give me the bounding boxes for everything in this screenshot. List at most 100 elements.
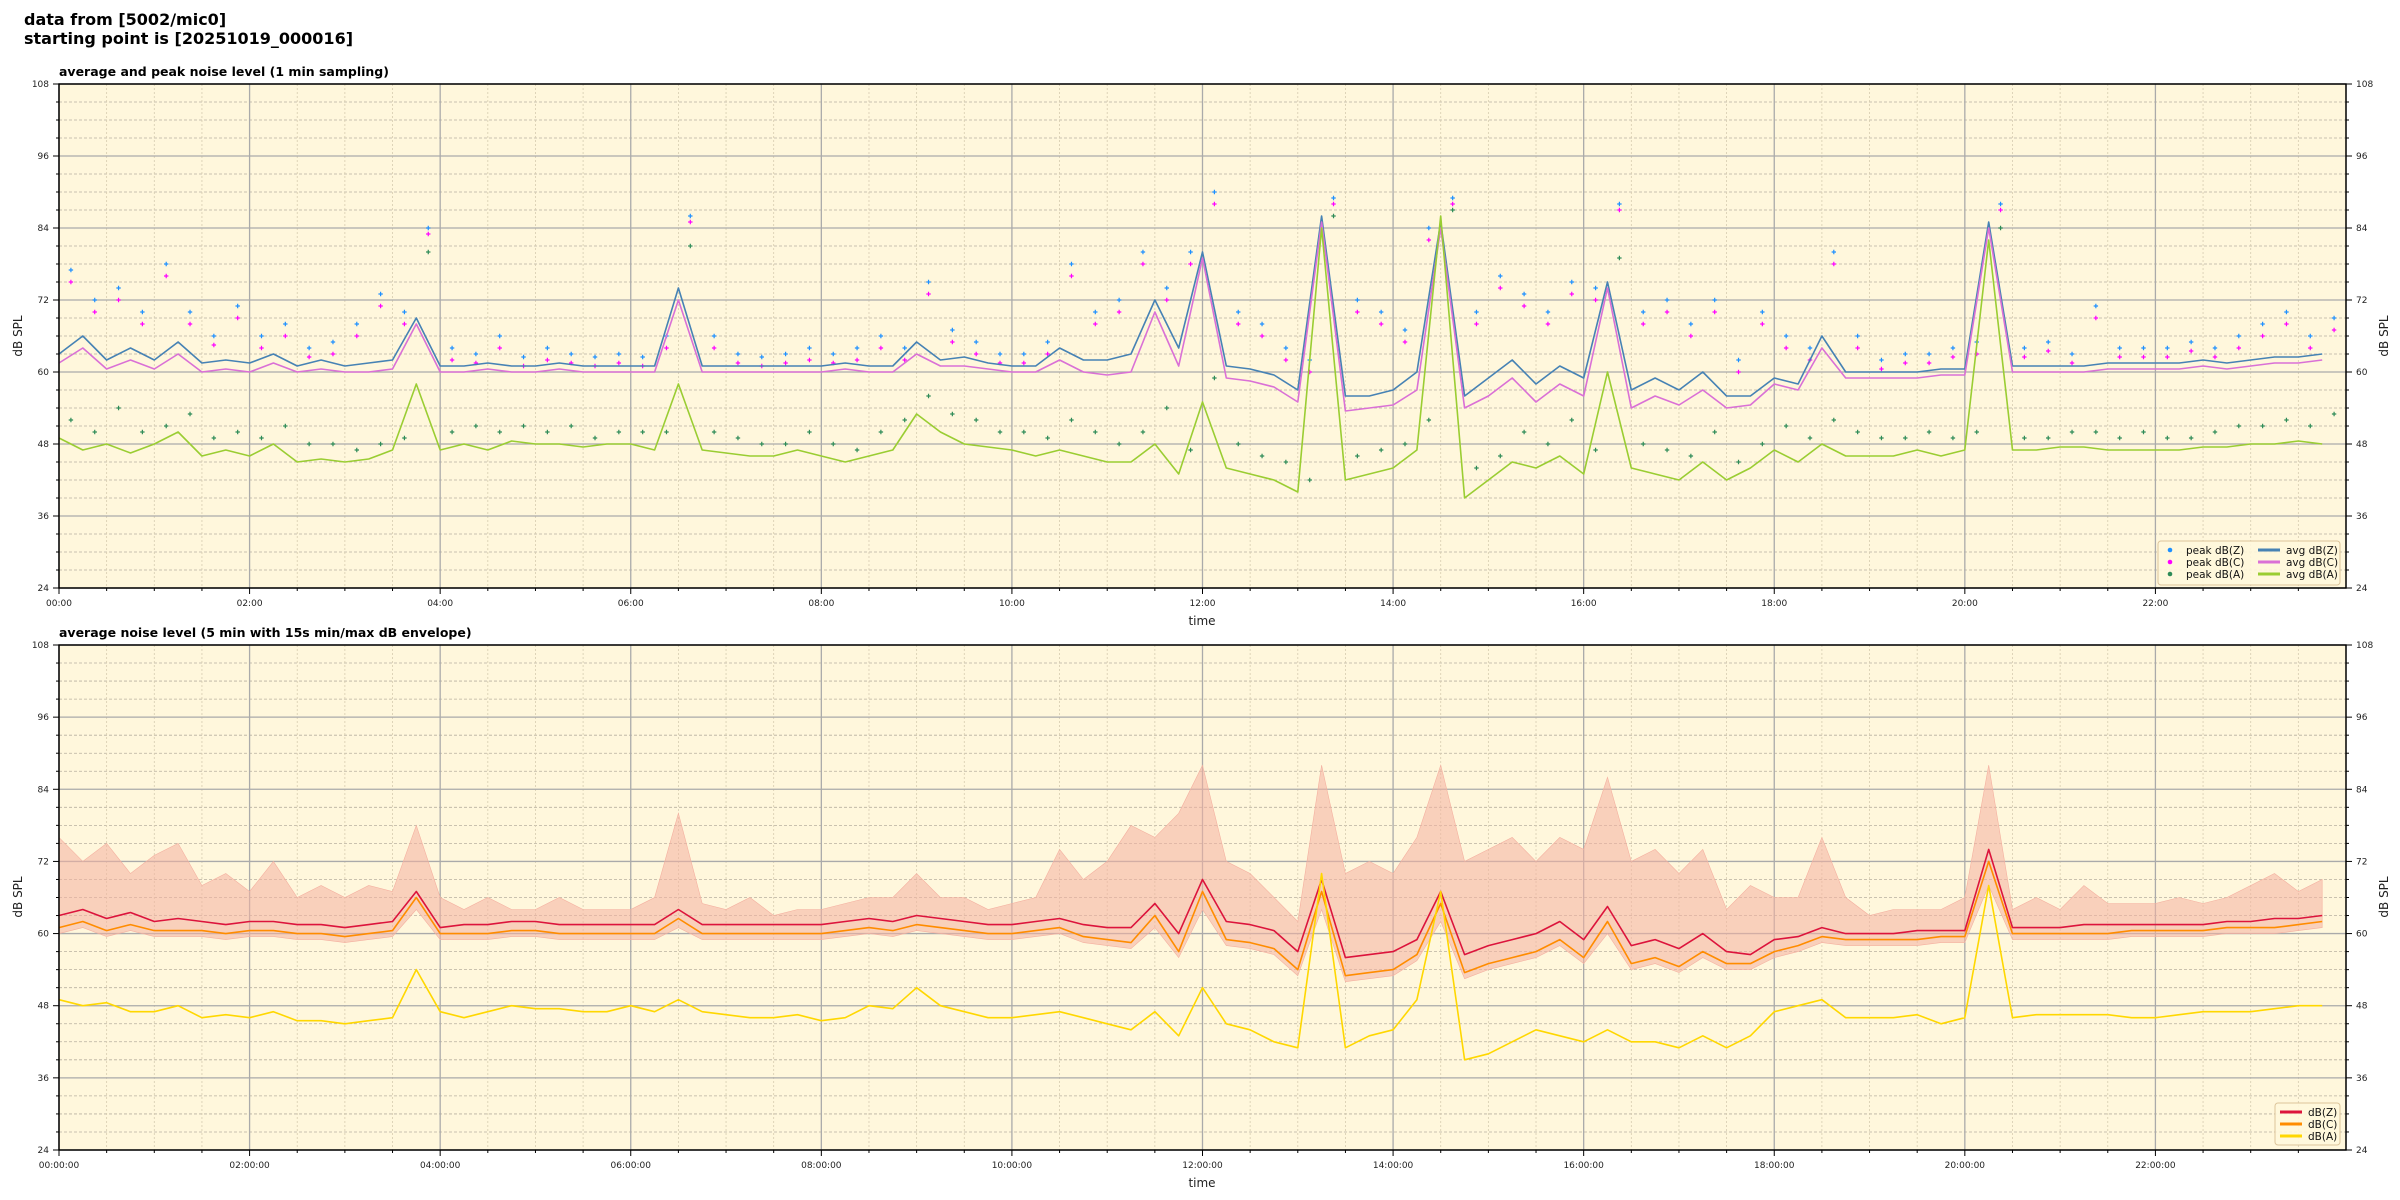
peak-point	[2069, 360, 2075, 366]
x-tick-label: 02:00	[237, 599, 263, 609]
peak-point	[1093, 321, 1098, 327]
legend-marker-peak-c	[2167, 559, 2173, 565]
peak-point	[2331, 327, 2337, 333]
peak-point	[1783, 423, 1789, 429]
chart-avg-peak: average and peak noise level (1 min samp…	[11, 64, 2391, 628]
peak-point	[1879, 357, 1884, 363]
y-tick-label-right: 108	[2356, 641, 2373, 651]
peak-point	[164, 423, 169, 429]
chart-average-envelope: average noise level (5 min with 15s min/…	[11, 625, 2391, 1190]
peak-point	[1021, 360, 1027, 366]
peak-point	[1855, 429, 1860, 435]
peak-point	[1236, 309, 1241, 315]
peak-point	[1450, 195, 1455, 201]
peak-point	[2331, 315, 2337, 321]
peak-point	[783, 360, 788, 366]
peak-point	[164, 261, 169, 267]
y-axis-label-right: dB SPL	[2377, 876, 2391, 918]
x-tick-label: 08:00	[808, 599, 834, 609]
peak-point	[1188, 447, 1193, 453]
peak-point	[497, 429, 502, 435]
peak-point	[1879, 435, 1884, 441]
peak-point	[140, 321, 145, 327]
x-tick-label: 04:00:00	[420, 1161, 461, 1171]
peak-point	[1593, 447, 1598, 453]
scatter-series-peak-db-a-	[68, 207, 2337, 483]
peak-point	[2236, 345, 2241, 351]
peak-point	[950, 327, 955, 333]
y-axis-label-right: dB SPL	[2377, 315, 2391, 357]
peak-point	[1331, 213, 1336, 219]
peak-point	[2069, 351, 2075, 357]
peak-point	[306, 441, 312, 447]
peak-point	[1140, 261, 1146, 267]
peak-point	[664, 429, 669, 435]
y-axis-label-left: dB SPL	[11, 315, 25, 357]
peak-point	[378, 303, 383, 309]
starting-point-label: starting point is [20251019_000016]	[24, 29, 354, 48]
peak-point	[711, 333, 717, 339]
peak-point	[1498, 285, 1503, 291]
peak-point	[1498, 453, 1503, 459]
y-tick-label-right: 96	[2356, 713, 2368, 723]
y-tick-label-right: 96	[2356, 152, 2368, 162]
y-tick-label-right: 84	[2356, 785, 2368, 795]
peak-point	[521, 354, 526, 360]
peak-point	[592, 435, 598, 441]
peak-point	[807, 345, 812, 351]
peak-point	[807, 357, 812, 363]
peak-point	[1736, 357, 1741, 363]
peak-point	[759, 441, 764, 447]
peak-point	[2212, 345, 2218, 351]
peak-point	[259, 435, 264, 441]
x-tick-label: 18:00	[1761, 599, 1787, 609]
peak-point	[187, 309, 193, 315]
peak-point	[1212, 375, 1217, 381]
peak-point	[116, 285, 121, 291]
peak-point	[2284, 321, 2289, 327]
y-tick-label-left: 84	[38, 224, 50, 234]
peak-point	[92, 429, 97, 435]
legend-marker-peak-a	[2167, 571, 2173, 577]
peak-point	[1116, 297, 1122, 303]
peak-point	[783, 441, 788, 447]
y-tick-label-left: 96	[38, 713, 50, 723]
x-axis-label: time	[1188, 614, 1215, 628]
peak-point	[283, 321, 288, 327]
peak-point	[854, 345, 860, 351]
line-series-avg-db-a-	[58, 215, 2323, 499]
peak-point	[187, 321, 193, 327]
peak-point	[1164, 297, 1169, 303]
peak-point	[1307, 477, 1312, 483]
peak-point	[449, 429, 455, 435]
peak-point	[545, 429, 550, 435]
peak-point	[2236, 423, 2241, 429]
peak-point	[1974, 429, 1979, 435]
peak-point	[426, 231, 431, 237]
peak-point	[1950, 354, 1956, 360]
peak-point	[2117, 435, 2122, 441]
peak-point	[1378, 321, 1384, 327]
peak-point	[711, 345, 717, 351]
chart-title: average and peak noise level (1 min samp…	[59, 64, 389, 79]
peak-point	[1355, 297, 1360, 303]
peak-point	[164, 273, 169, 279]
peak-point	[1664, 309, 1670, 315]
peak-point	[1045, 339, 1050, 345]
peak-point	[1545, 321, 1551, 327]
peak-point	[926, 291, 931, 297]
peak-point	[354, 333, 359, 339]
peak-point	[1712, 297, 1717, 303]
peak-point	[426, 225, 431, 231]
y-tick-label-left: 36	[38, 1074, 50, 1084]
peak-point	[1521, 291, 1527, 297]
peak-point	[1402, 441, 1408, 447]
peak-point	[2093, 429, 2099, 435]
peak-point	[1021, 429, 1027, 435]
peak-point	[497, 345, 502, 351]
legend-label-avg-z: avg dB(Z)	[2286, 545, 2338, 557]
peak-point	[807, 429, 812, 435]
peak-point	[1331, 195, 1336, 201]
peak-point	[2022, 345, 2027, 351]
